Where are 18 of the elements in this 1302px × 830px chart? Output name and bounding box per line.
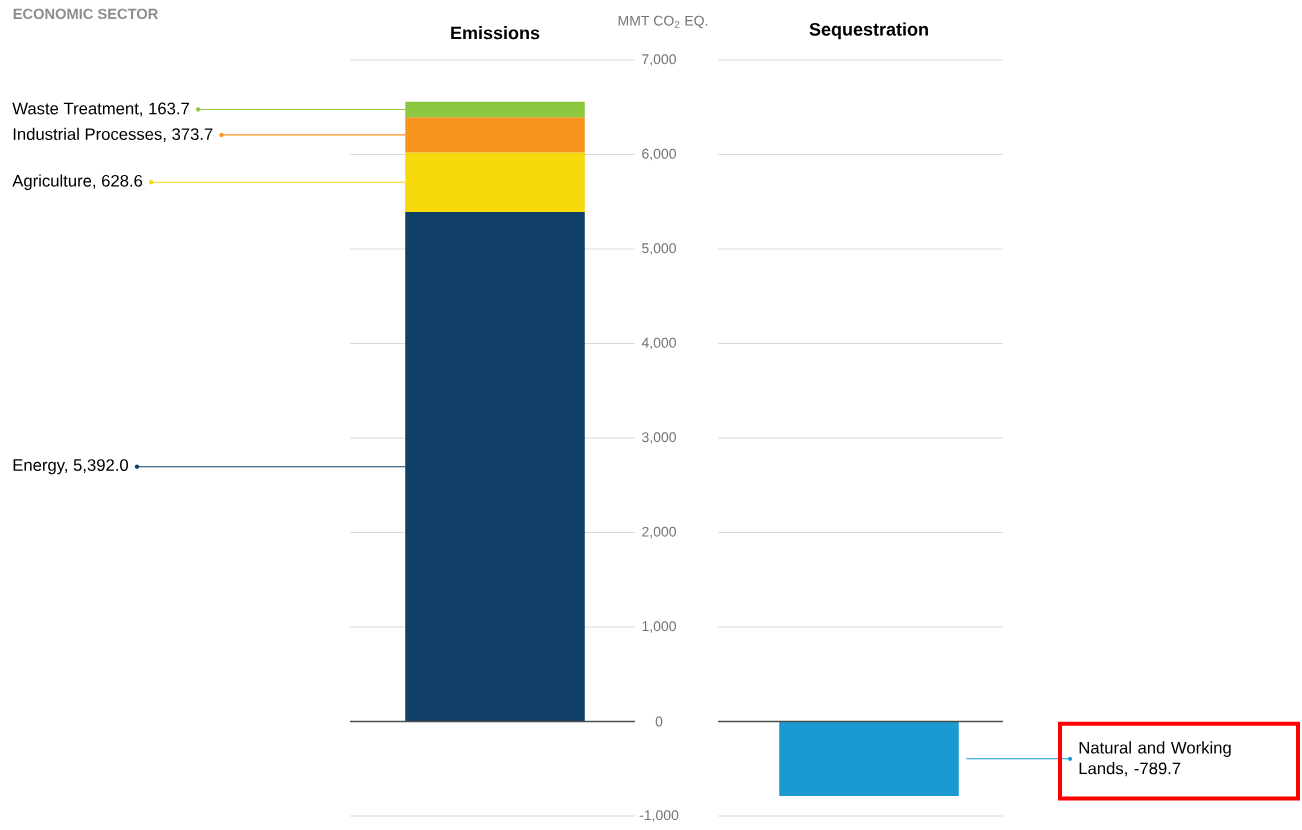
y-tick-label: 2,000	[642, 526, 676, 539]
y-tick-label: 1,000	[642, 621, 676, 633]
text: Natural and Working Lands, -789.7	[1079, 741, 1231, 777]
x-tick-label: Emissions	[451, 26, 540, 40]
x-tick-label: Sequestration	[809, 22, 928, 40]
text: Agriculture, 628.6	[12, 174, 143, 191]
y-tick-label: -1,000	[639, 810, 679, 822]
y-tick-label: 3,000	[642, 432, 676, 444]
y-axis-title: MMT CO$_{2}$ EQ.	[618, 15, 708, 29]
y-tick-label: 4,000	[641, 337, 676, 350]
text: Waste Treatment, 163.7	[12, 102, 189, 117]
y-tick-label: 0	[655, 716, 663, 727]
y-tick-label: 6,000	[642, 148, 676, 161]
text: Industrial Processes, 373.7	[13, 127, 213, 142]
text: Energy, 5,392.0	[13, 459, 129, 475]
y-tick-label: 5,000	[642, 243, 676, 255]
y-tick-label: 7,000	[642, 54, 676, 66]
text: ECONOMIC SECTOR	[13, 8, 159, 20]
